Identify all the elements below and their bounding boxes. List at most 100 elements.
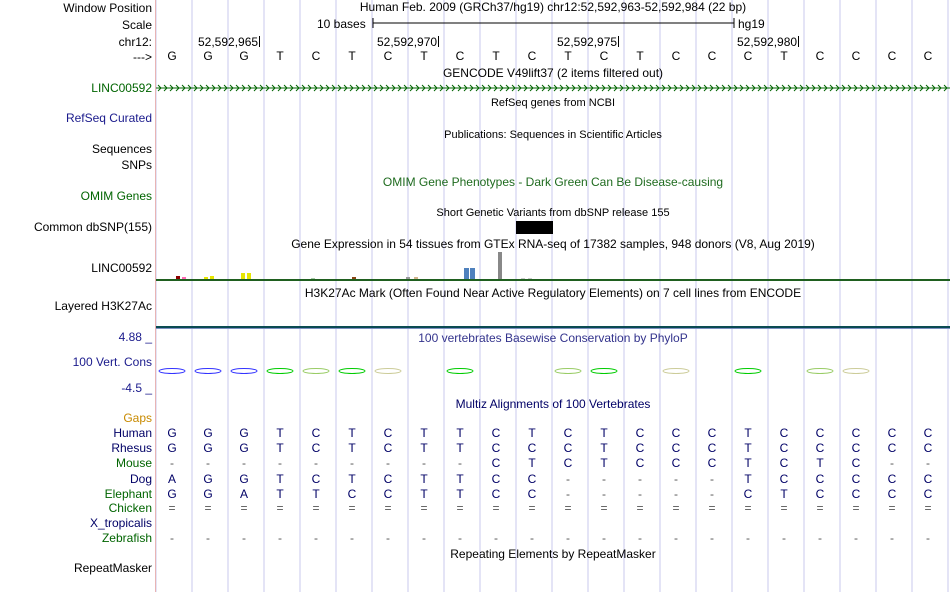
strand-chevron	[241, 84, 246, 92]
strand-chevron	[259, 84, 264, 92]
strand-chevron	[265, 84, 270, 92]
label-repeatmasker[interactable]: RepeatMasker	[73, 561, 152, 575]
label-layered-h3k27ac[interactable]: Layered H3K27Ac	[54, 299, 152, 313]
species-label[interactable]: Dog	[129, 472, 152, 486]
strand-chevron	[835, 84, 840, 92]
alignment-base: G	[167, 487, 177, 501]
species-label[interactable]: Mouse	[115, 456, 152, 470]
linc00592-gene-feature[interactable]	[156, 83, 950, 93]
alignment-base: T	[420, 441, 428, 455]
alignment-base: G	[167, 441, 177, 455]
label-snps[interactable]: SNPs	[121, 158, 152, 172]
alignment-base: -	[638, 472, 642, 486]
alignment-base: C	[311, 441, 321, 455]
strand-chevron	[313, 84, 318, 92]
alignment-base: -	[818, 531, 822, 545]
strand-chevron	[679, 84, 684, 92]
strand-chevron	[337, 84, 342, 92]
strand-chevron	[331, 84, 336, 92]
strand-chevron	[589, 84, 594, 92]
dbsnp-variant-block[interactable]	[516, 221, 553, 234]
strand-chevron	[565, 84, 570, 92]
species-label[interactable]: Chicken	[108, 501, 152, 515]
reference-base: T	[492, 49, 500, 63]
alignment-base: C	[707, 441, 717, 455]
alignment-base: -	[242, 531, 246, 545]
strand-chevron	[853, 84, 858, 92]
refseq-track-title: RefSeq genes from NCBI	[490, 97, 616, 109]
strand-chevron	[889, 84, 894, 92]
reference-base: C	[671, 49, 681, 63]
alignment-base: -	[890, 456, 894, 470]
strand-chevron	[205, 84, 210, 92]
strand-chevron	[865, 84, 870, 92]
alignment-base: C	[887, 426, 897, 440]
phylop-conservation-plot[interactable]	[156, 362, 950, 380]
strand-chevron	[709, 84, 714, 92]
alignment-base: =	[204, 501, 212, 515]
species-label[interactable]: Zebrafish	[101, 531, 152, 545]
label-omim-genes[interactable]: OMIM Genes	[80, 189, 152, 203]
gtex-tissue-bar	[182, 277, 186, 280]
strand-chevron	[727, 84, 732, 92]
gtex-tissue-bar	[247, 273, 251, 280]
label-sequences[interactable]: Sequences	[91, 142, 152, 156]
alignment-base: C	[851, 472, 861, 486]
multiz-track-title: Multiz Alignments of 100 Vertebrates	[455, 397, 651, 411]
publications-track-title: Publications: Sequences in Scientific Ar…	[444, 129, 662, 141]
label-refseq-curated[interactable]: RefSeq Curated	[65, 111, 152, 125]
gtex-expression-bars[interactable]	[156, 250, 950, 284]
alignment-base: T	[528, 426, 536, 440]
strand-chevron	[781, 84, 786, 92]
track-data-area[interactable]: Human Feb. 2009 (GRCh37/hg19) chr12:52,5…	[156, 0, 950, 592]
alignment-base: C	[563, 441, 573, 455]
label-gaps[interactable]: Gaps	[123, 411, 152, 425]
species-label[interactable]: Human	[113, 426, 152, 440]
alignment-base: C	[527, 441, 537, 455]
position-label-2: 52,592,970	[377, 35, 440, 49]
strand-chevron	[655, 84, 660, 92]
label-100-vert-cons[interactable]: 100 Vert. Cons	[72, 355, 152, 369]
label-linc-gtex[interactable]: LINC00592	[91, 261, 152, 275]
alignment-base: T	[456, 426, 464, 440]
alignment-base: C	[887, 487, 897, 501]
alignment-base: T	[744, 456, 752, 470]
alignment-base: =	[348, 501, 356, 515]
alignment-base: =	[456, 501, 464, 515]
position-label-1: 52,592,965	[198, 35, 261, 49]
strand-chevron	[421, 84, 426, 92]
alignment-base: -	[602, 472, 606, 486]
alignment-base: C	[491, 487, 501, 501]
alignment-base: C	[671, 426, 681, 440]
species-label[interactable]: Rhesus	[111, 441, 152, 455]
alignment-base: T	[420, 472, 428, 486]
alignment-base: A	[239, 487, 248, 501]
h3k27ac-baseline	[156, 328, 950, 329]
gtex-tissue-bar	[204, 277, 208, 280]
alignment-base: T	[420, 426, 428, 440]
alignment-base: C	[491, 456, 501, 470]
label-linc-gencode[interactable]: LINC00592	[91, 81, 152, 95]
alignment-base: =	[168, 501, 176, 515]
scale-bar	[372, 18, 735, 28]
alignment-base: -	[566, 487, 570, 501]
strand-chevron	[271, 84, 276, 92]
alignment-base: =	[816, 501, 824, 515]
reference-base: T	[564, 49, 572, 63]
strand-chevron	[907, 84, 912, 92]
alignment-base: T	[600, 441, 608, 455]
label-window-position: Window Position	[63, 1, 152, 15]
alignment-base: T	[276, 441, 284, 455]
strand-chevron	[913, 84, 918, 92]
strand-chevron	[601, 84, 606, 92]
label-common-dbsnp[interactable]: Common dbSNP(155)	[33, 220, 152, 234]
phylop-score-mark	[446, 368, 474, 374]
alignment-base: -	[890, 531, 894, 545]
alignment-base: -	[386, 531, 390, 545]
strand-chevron	[631, 84, 636, 92]
strand-chevron	[409, 84, 414, 92]
alignment-base: C	[887, 441, 897, 455]
species-label[interactable]: X_tropicalis	[89, 516, 152, 530]
species-label[interactable]: Elephant	[104, 487, 152, 501]
